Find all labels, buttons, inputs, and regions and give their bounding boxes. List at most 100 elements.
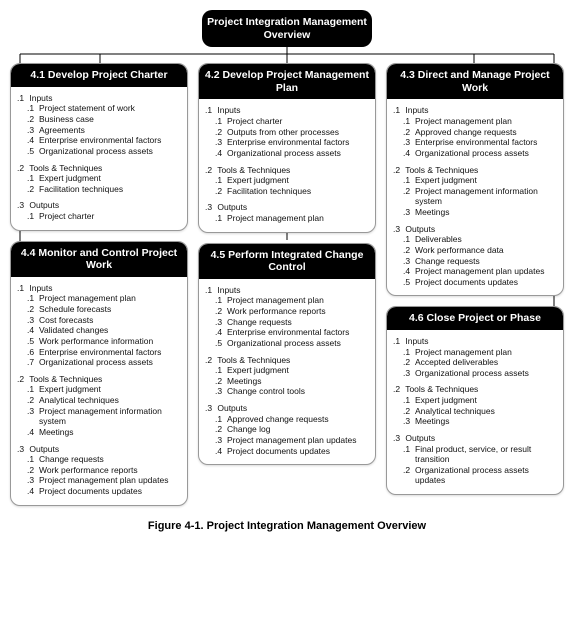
section-item: .3Project management information system [17, 406, 181, 427]
process-box-title: 4.4 Monitor and Control Project Work [11, 242, 187, 277]
section-label: .1 Inputs [393, 105, 557, 116]
figure-caption-text: Figure 4-1. Project Integration Manageme… [148, 520, 426, 532]
section-label: .3 Outputs [17, 444, 181, 455]
section-item: .3Change requests [393, 256, 557, 267]
section: .1 Inputs.1Project statement of work.2Bu… [17, 93, 181, 157]
process-box-title: 4.5 Perform Integrated Change Control [199, 244, 375, 279]
section-item: .3Meetings [393, 416, 557, 427]
section-label: .2 Tools & Techniques [17, 374, 181, 385]
section: .3 Outputs.1Deliverables.2Work performan… [393, 224, 557, 288]
section-item: .6Enterprise environmental factors [17, 347, 181, 358]
section-item: .2Approved change requests [393, 127, 557, 138]
section-item: .1Approved change requests [205, 414, 369, 425]
section-label: .2 Tools & Techniques [205, 355, 369, 366]
process-box-4-4: 4.4 Monitor and Control Project Work .1 I… [10, 241, 188, 506]
section-item: .3Project management plan updates [17, 475, 181, 486]
process-box-4-1: 4.1 Develop Project Charter .1 Inputs.1Pr… [10, 63, 188, 230]
section-item: .5Organizational process assets [205, 338, 369, 349]
section-label: .3 Outputs [205, 202, 369, 213]
section-item: .2Project management information system [393, 186, 557, 207]
section-item: .2Meetings [205, 376, 369, 387]
section-item: .1Project management plan [393, 347, 557, 358]
process-box-body: .1 Inputs.1Project management plan.2Work… [199, 279, 375, 464]
section-item: .3Enterprise environmental factors [393, 137, 557, 148]
process-box-4-5: 4.5 Perform Integrated Change Control.1 … [198, 243, 376, 466]
section-item: .3Enterprise environmental factors [205, 137, 369, 148]
figure-caption: Figure 4-1. Project Integration Manageme… [10, 520, 564, 532]
section-item: .3Agreements [17, 125, 181, 136]
section-item: .1Deliverables [393, 234, 557, 245]
section-item: .1Expert judgment [17, 384, 181, 395]
section-item: .4Organizational process assets [205, 148, 369, 159]
section: .3 Outputs.1Change requests.2Work perfor… [17, 444, 181, 497]
section-label: .2 Tools & Techniques [17, 163, 181, 174]
process-box-body: .1 Inputs.1Project management plan.2Appr… [387, 99, 563, 295]
section: .1 Inputs.1Project management plan.2Sche… [17, 283, 181, 368]
section-item: .7Organizational process assets [17, 357, 181, 368]
section-item: .1Expert judgment [393, 395, 557, 406]
section-item: .1Project management plan [17, 293, 181, 304]
section: .1 Inputs.1Project management plan.2Acce… [393, 336, 557, 379]
process-box-body: .1 Inputs.1Project statement of work.2Bu… [11, 87, 187, 230]
section-label: .3 Outputs [17, 200, 181, 211]
overview-header: Project Integration Management Overview [202, 10, 372, 47]
section: .3 Outputs.1Approved change requests.2Ch… [205, 403, 369, 456]
section: .2 Tools & Techniques.1Expert judgment.2… [17, 163, 181, 195]
section: .1 Inputs.1Project management plan.2Appr… [393, 105, 557, 158]
process-box-4-3: 4.3 Direct and Manage Project Work.1 Inp… [386, 63, 564, 296]
process-box-body: .1 Inputs.1Project management plan.2Acce… [387, 330, 563, 494]
section-label: .2 Tools & Techniques [393, 384, 557, 395]
process-box-title: 4.1 Develop Project Charter [11, 64, 187, 87]
section: .2 Tools & Techniques.1Expert judgment.2… [17, 374, 181, 438]
section-label: .2 Tools & Techniques [205, 165, 369, 176]
section-item: .5Project documents updates [393, 277, 557, 288]
section-item: .2Work performance data [393, 245, 557, 256]
section-label: .3 Outputs [393, 224, 557, 235]
section-item: .3Change requests [205, 317, 369, 328]
process-box-4-6: 4.6 Close Project or Phase.1 Inputs.1Pro… [386, 306, 564, 495]
section-item: .2Business case [17, 114, 181, 125]
section-item: .2Facilitation techniques [17, 184, 181, 195]
section-item: .4Meetings [17, 427, 181, 438]
section-item: .4Project documents updates [17, 486, 181, 497]
process-box-title: 4.2 Develop Project Management Plan [199, 64, 375, 99]
section-label: .1 Inputs [17, 283, 181, 294]
column-1: 4.1 Develop Project Charter.1 Inputs.1Pr… [10, 63, 188, 506]
section-item: .2Analytical techniques [393, 406, 557, 417]
section-item: .4Project management plan updates [393, 266, 557, 277]
section-item: .2Work performance reports [205, 306, 369, 317]
section-label: .1 Inputs [205, 105, 369, 116]
section: .1 Inputs.1Project charter.2Outputs from… [205, 105, 369, 158]
section-label: .3 Outputs [393, 433, 557, 444]
column-3: 4.3 Direct and Manage Project Work.1 Inp… [386, 63, 564, 506]
process-box-4-2: 4.2 Develop Project Management Plan .1 In… [198, 63, 376, 232]
section-item: .5Organizational process assets [17, 146, 181, 157]
section: .2 Tools & Techniques.1Expert judgment.2… [205, 165, 369, 197]
column-2: 4.2 Develop Project Management Plan .1 In… [198, 63, 376, 506]
section-item: .1Final product, service, or result tran… [393, 444, 557, 465]
section: .3 Outputs.1Project management plan [205, 202, 369, 223]
diagram-container: Project Integration Management Overview … [10, 10, 564, 532]
section-item: .1Project charter [17, 211, 181, 222]
section-item: .1Expert judgment [17, 173, 181, 184]
section-item: .2Analytical techniques [17, 395, 181, 406]
section-label: .2 Tools & Techniques [393, 165, 557, 176]
section-item: .2Work performance reports [17, 465, 181, 476]
section-item: .2Schedule forecasts [17, 304, 181, 315]
section-item: .3Change control tools [205, 386, 369, 397]
section-item: .4Organizational process assets [393, 148, 557, 159]
section: .3 Outputs.1Project charter [17, 200, 181, 221]
section: .2 Tools & Techniques.1Expert judgment.2… [393, 165, 557, 218]
section-item: .2Facilitation techniques [205, 186, 369, 197]
section-item: .5Work performance information [17, 336, 181, 347]
section-item: .2Outputs from other processes [205, 127, 369, 138]
section-item: .1Project management plan [393, 116, 557, 127]
section-item: .2Accepted deliverables [393, 357, 557, 368]
section-item: .3Organizational process assets [393, 368, 557, 379]
section-item: .4Enterprise environmental factors [17, 135, 181, 146]
boxes-grid: 4.1 Develop Project Charter.1 Inputs.1Pr… [10, 63, 564, 506]
section-item: .3Meetings [393, 207, 557, 218]
section-item: .1Project statement of work [17, 103, 181, 114]
section-item: .1Expert judgment [393, 175, 557, 186]
section-item: .1Expert judgment [205, 365, 369, 376]
